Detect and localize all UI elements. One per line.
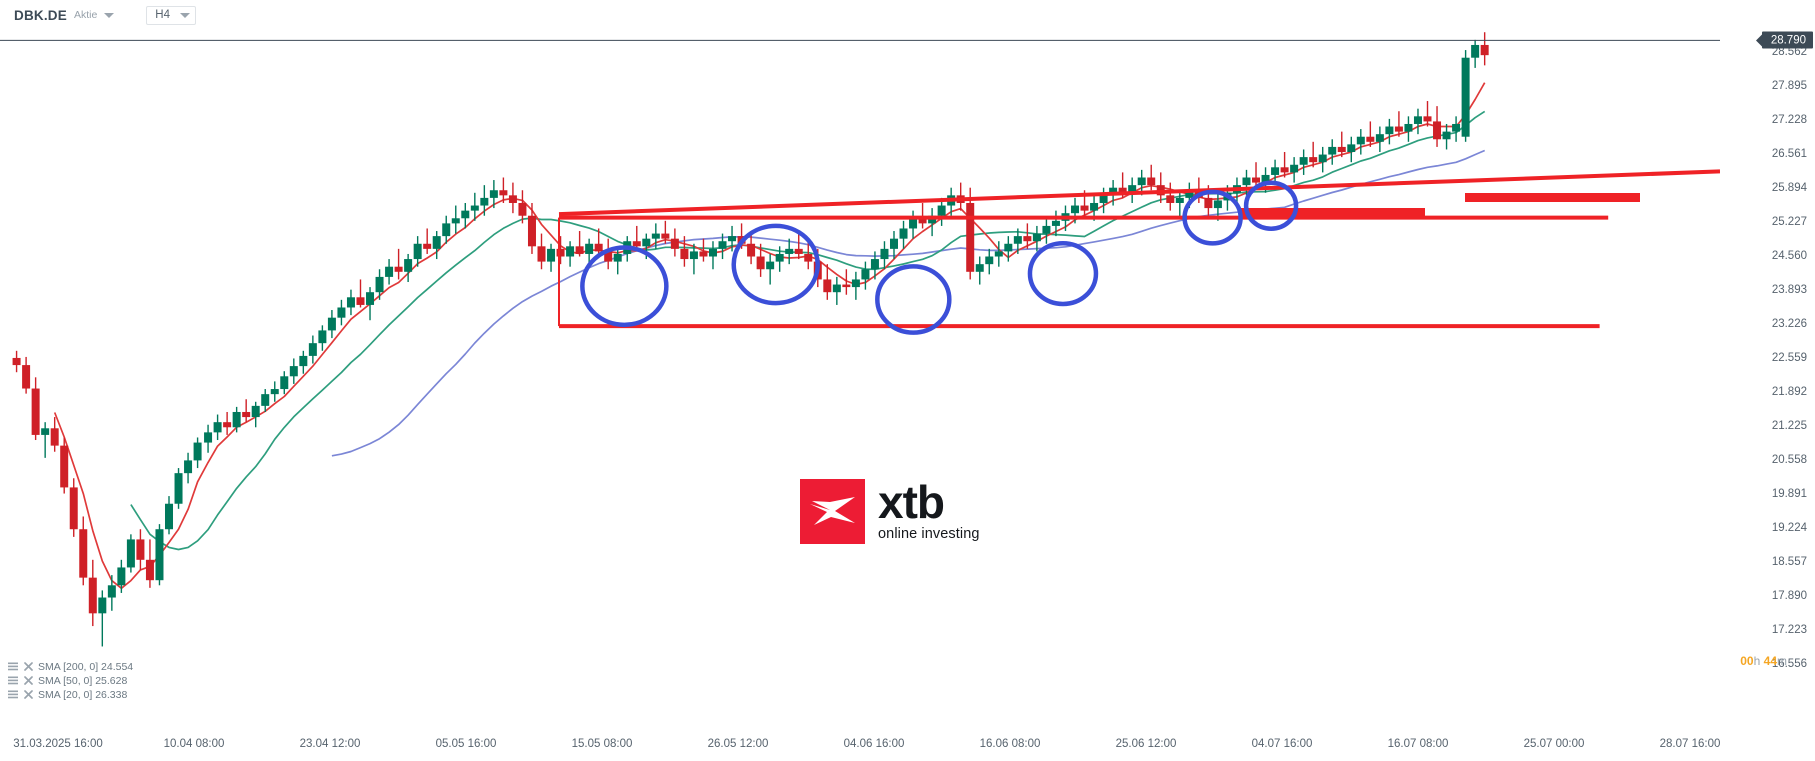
- time-tick: 31.03.2025 16:00: [13, 738, 103, 750]
- time-tick: 25.07 00:00: [1523, 738, 1585, 750]
- price-tick: 22.559: [1771, 352, 1807, 364]
- xtb-mark-glyph: [810, 497, 855, 525]
- current-price-badge[interactable]: 28.790: [1761, 31, 1813, 49]
- price-tick: 21.225: [1771, 420, 1807, 432]
- sma-200-line: [331, 149, 1486, 457]
- countdown-minutes: 44: [1763, 654, 1777, 668]
- price-tick: 23.893: [1771, 284, 1807, 296]
- chart-toolbar: DBK.DE Aktie H4: [0, 0, 1815, 30]
- price-tick: 27.228: [1771, 114, 1807, 126]
- time-tick: 10.04 08:00: [163, 738, 225, 750]
- time-tick: 04.07 16:00: [1251, 738, 1313, 750]
- chart-canvas[interactable]: xtb online investing SMA [200, 0] 24.554…: [0, 30, 1720, 730]
- time-tick: 16.07 08:00: [1387, 738, 1449, 750]
- price-axis[interactable]: 28.562 27.895 27.228 26.561 25.894 25.227 24.5…: [1720, 30, 1815, 730]
- instrument-type-label: Aktie: [73, 9, 98, 21]
- xtb-wordmark: xtb online investing: [878, 475, 980, 543]
- xtb-logo-icon: [800, 479, 865, 544]
- xtb-watermark: xtb online investing: [800, 479, 980, 544]
- legend-label: SMA [20, 0] 26.338: [38, 688, 128, 701]
- countdown-hours: 00: [1740, 654, 1754, 668]
- time-tick: 25.06 12:00: [1115, 738, 1177, 750]
- layers-icon[interactable]: [8, 676, 19, 686]
- price-tick: 17.890: [1771, 590, 1807, 602]
- countdown-hours-unit: h: [1753, 654, 1761, 668]
- time-axis: 31.03.2025 16:00 10.04 08:00 23.04 12:00 05…: [0, 735, 1815, 761]
- symbol-selector[interactable]: DBK.DE Aktie: [14, 7, 115, 23]
- time-tick: 26.05 12:00: [707, 738, 769, 750]
- legend-row[interactable]: SMA [20, 0] 26.338: [8, 688, 133, 701]
- chevron-down-icon[interactable]: [180, 12, 190, 18]
- price-tick: 24.560: [1771, 250, 1807, 262]
- brand-tagline: online investing: [878, 526, 980, 543]
- sma-20-line: [53, 82, 1486, 590]
- price-tick: 17.223: [1771, 624, 1807, 636]
- brand-name: xtb: [878, 475, 945, 528]
- layers-icon[interactable]: [8, 690, 19, 700]
- layers-icon[interactable]: [8, 662, 19, 672]
- price-tick: 26.561: [1771, 148, 1807, 160]
- symbol-name: DBK.DE: [14, 7, 67, 23]
- price-tick: 23.226: [1771, 318, 1807, 330]
- time-tick: 04.06 16:00: [843, 738, 905, 750]
- price-tick: 28.562: [1771, 46, 1807, 58]
- time-tick: 16.06 08:00: [979, 738, 1041, 750]
- time-tick: 28.07 16:00: [1659, 738, 1721, 750]
- chart-annotations[interactable]: [558, 169, 1720, 335]
- timeframe-label: H4: [155, 9, 170, 21]
- price-tick: 16.556: [1771, 658, 1807, 670]
- price-chart-svg[interactable]: [0, 30, 1720, 730]
- timeframe-selector[interactable]: H4: [146, 5, 196, 25]
- indicator-legend: SMA [200, 0] 24.554 SMA [50, 0] 25.628 S…: [8, 660, 133, 701]
- price-tick: 25.227: [1771, 216, 1807, 228]
- candlestick-series[interactable]: [12, 32, 1489, 647]
- time-tick: 23.04 12:00: [299, 738, 361, 750]
- legend-label: SMA [200, 0] 24.554: [38, 660, 134, 673]
- close-icon[interactable]: [24, 690, 33, 699]
- legend-row[interactable]: SMA [50, 0] 25.628: [8, 674, 133, 687]
- close-icon[interactable]: [24, 676, 33, 685]
- time-tick: 15.05 08:00: [571, 738, 633, 750]
- price-tick: 27.895: [1771, 80, 1807, 92]
- price-tick: 19.224: [1771, 522, 1807, 534]
- chevron-down-icon[interactable]: [104, 12, 115, 18]
- price-tick: 19.891: [1771, 488, 1807, 500]
- countdown-minutes-unit: m: [1777, 654, 1787, 668]
- bar-countdown: 00h 44m: [1740, 654, 1787, 668]
- price-tick: 25.894: [1771, 182, 1807, 194]
- legend-label: SMA [50, 0] 25.628: [38, 674, 128, 687]
- price-tick: 20.558: [1771, 454, 1807, 466]
- price-tick: 21.892: [1771, 386, 1807, 398]
- price-tick: 18.557: [1771, 556, 1807, 568]
- time-tick: 05.05 16:00: [435, 738, 497, 750]
- legend-row[interactable]: SMA [200, 0] 24.554: [8, 660, 133, 673]
- close-icon[interactable]: [24, 662, 33, 671]
